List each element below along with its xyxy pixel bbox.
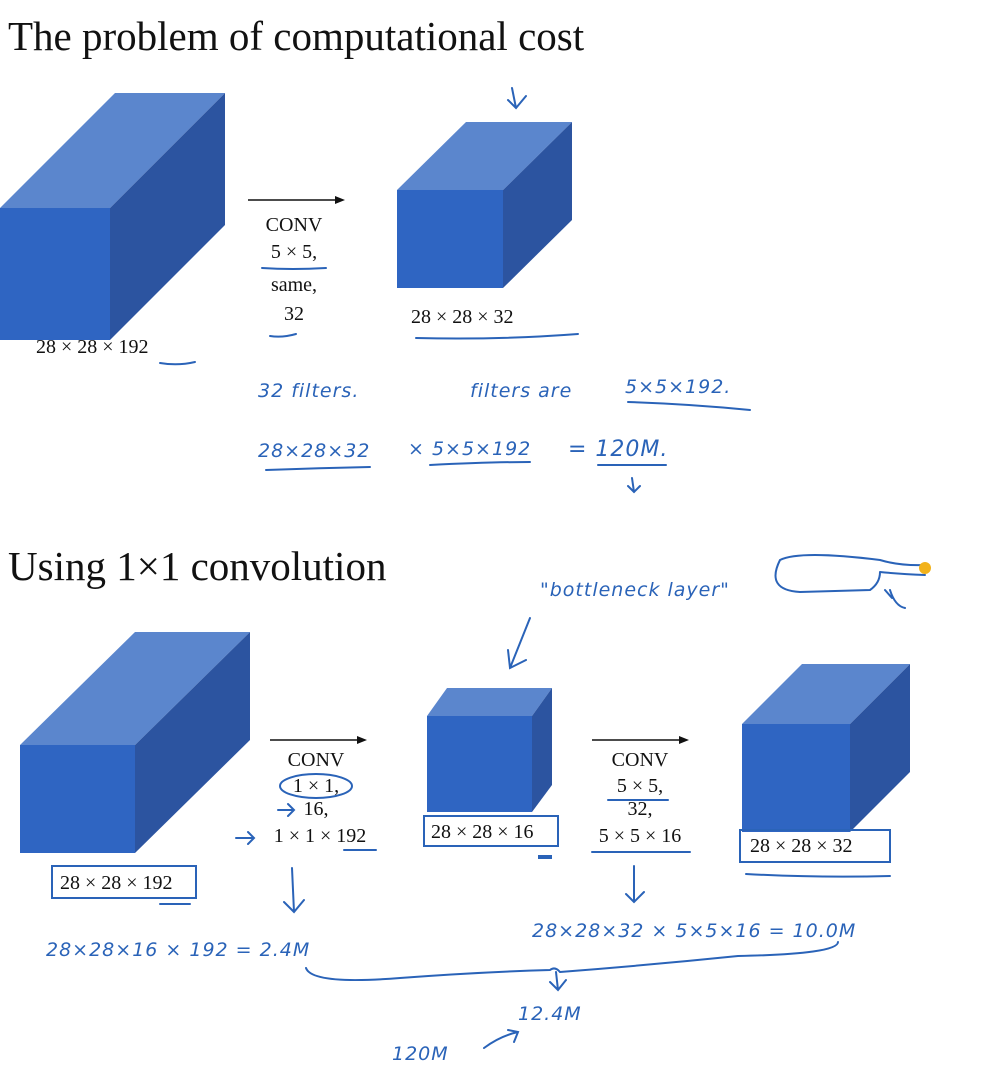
input-volume-2-label: 28 × 28 × 192: [60, 872, 173, 894]
conv1-line: CONV: [266, 214, 323, 236]
conv-arrow-1: [248, 196, 345, 204]
conv3-line: 5 × 5 × 16: [599, 825, 682, 847]
output-volume-2-label: 28 × 28 × 32: [750, 835, 853, 857]
brace: [305, 941, 839, 992]
conv3-line: 32,: [628, 798, 653, 820]
circle-mark: [279, 773, 353, 799]
underline: [627, 401, 751, 411]
calc2: 28×28×32 × 5×5×16 = 10.0M: [532, 920, 856, 942]
arrows: [591, 799, 691, 904]
underline: [265, 466, 371, 471]
conv2-line: CONV: [288, 749, 345, 771]
underline: [261, 267, 327, 338]
conv2-line: 16,: [304, 798, 329, 820]
underline: [597, 464, 667, 494]
output-volume-1: [397, 122, 572, 288]
note-filters: 32 filters.: [258, 380, 359, 402]
arrow-down-icon: [507, 617, 531, 670]
input-volume-2: [20, 632, 250, 853]
underline: [429, 461, 531, 466]
note-filters-are: filters are: [470, 380, 572, 402]
box: [423, 815, 559, 847]
conv3-line: 5 × 5,: [617, 775, 663, 797]
conv1-line: 5 × 5,: [271, 241, 317, 263]
calc-result: = 120M.: [568, 437, 668, 462]
bottleneck-volume-label: 28 × 28 × 16: [431, 821, 534, 843]
output-volume-1-label: 28 × 28 × 32: [411, 306, 514, 328]
input-volume-1: [0, 93, 225, 340]
conv-arrow-3: [592, 736, 689, 744]
underline: [415, 333, 579, 340]
section1-title: The problem of computational cost: [8, 13, 585, 59]
output-volume-2: [742, 664, 910, 832]
calc-b: × 5×5×192: [408, 438, 531, 460]
box: [51, 865, 197, 899]
conv3-line: CONV: [612, 749, 669, 771]
note-filter-size: 5×5×192.: [625, 376, 731, 398]
calc1: 28×28×16 × 192 = 2.4M: [46, 939, 310, 961]
bottleneck-volume: [427, 688, 552, 812]
input-volume-1-label: 28 × 28 × 192: [36, 336, 149, 358]
bottle-sketch: [774, 554, 926, 609]
compare: 120M: [392, 1043, 449, 1065]
highlight-mark: [919, 562, 931, 574]
conv1-line: same,: [271, 274, 317, 296]
underline: [745, 873, 891, 878]
conv2-line: 1 × 1 × 192: [274, 825, 367, 847]
conv-arrow-2: [270, 736, 367, 744]
underline: [159, 361, 196, 366]
section2-title: Using 1×1 convolution: [8, 543, 386, 589]
bottleneck-note: "bottleneck layer": [540, 579, 730, 601]
arrow-icon: [483, 1029, 520, 1049]
box: [739, 829, 891, 863]
total: 12.4M: [518, 1003, 582, 1025]
arrows: [235, 803, 377, 914]
conv1-line: 32: [284, 303, 304, 325]
calc-a: 28×28×32: [258, 440, 370, 462]
arrow-down-icon: [507, 87, 527, 110]
conv2-line: 1 × 1,: [293, 775, 339, 797]
